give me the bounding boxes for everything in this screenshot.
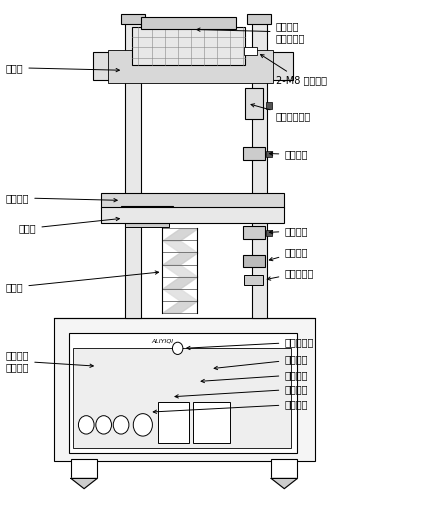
- Circle shape: [133, 413, 152, 436]
- Bar: [265, 103, 272, 109]
- Bar: [265, 230, 272, 236]
- Text: 信号输入口: 信号输入口: [187, 337, 314, 350]
- Text: 手动自动
切换按钮: 手动自动 切换按钮: [6, 350, 93, 372]
- Text: 上限位套: 上限位套: [269, 149, 308, 160]
- Text: 下限位套: 下限位套: [269, 226, 308, 236]
- Text: 测力计安装板: 测力计安装板: [251, 104, 311, 121]
- Bar: [247, 14, 271, 24]
- Bar: [265, 151, 272, 157]
- Bar: [132, 27, 245, 65]
- Text: 下降按钮: 下降按钮: [201, 370, 308, 383]
- Text: 活动块: 活动块: [19, 218, 120, 233]
- Circle shape: [78, 416, 94, 434]
- Bar: [108, 50, 273, 83]
- Bar: [193, 402, 230, 443]
- Text: 上升按钮: 上升按钮: [153, 400, 308, 413]
- Bar: [244, 275, 263, 285]
- Bar: [158, 402, 188, 443]
- Text: 2-M8 锁紧螺钉: 2-M8 锁紧螺钉: [261, 54, 327, 86]
- Text: 十字槽螺钉: 十字槽螺钉: [267, 268, 314, 280]
- Text: 推拉力计
（需另购）: 推拉力计 （需另购）: [197, 21, 305, 43]
- Text: 电源开关: 电源开关: [214, 354, 308, 370]
- Text: ALIYIQI: ALIYIQI: [152, 338, 173, 343]
- Bar: [245, 88, 262, 119]
- Bar: [125, 17, 141, 318]
- Text: 工作平台: 工作平台: [6, 193, 117, 203]
- Bar: [271, 459, 297, 479]
- Bar: [125, 220, 169, 227]
- Polygon shape: [271, 479, 297, 489]
- Bar: [53, 318, 315, 461]
- Bar: [243, 147, 265, 160]
- Bar: [102, 193, 284, 208]
- Bar: [121, 207, 173, 222]
- Bar: [102, 207, 284, 223]
- Text: 固定块: 固定块: [6, 63, 120, 73]
- Bar: [243, 255, 265, 267]
- Bar: [121, 14, 145, 24]
- Circle shape: [96, 416, 112, 434]
- Bar: [69, 333, 297, 453]
- Bar: [73, 348, 291, 448]
- Bar: [93, 52, 293, 81]
- Polygon shape: [71, 479, 97, 489]
- Text: 停止按钮: 停止按钮: [175, 384, 308, 398]
- Text: 调速器: 调速器: [6, 271, 159, 292]
- Bar: [252, 17, 267, 318]
- Bar: [243, 226, 265, 239]
- Bar: [141, 17, 237, 29]
- Circle shape: [113, 416, 129, 434]
- Bar: [71, 459, 97, 479]
- Bar: [244, 47, 257, 55]
- Text: 旋钮螺杆: 旋钮螺杆: [269, 247, 308, 261]
- Circle shape: [173, 342, 183, 354]
